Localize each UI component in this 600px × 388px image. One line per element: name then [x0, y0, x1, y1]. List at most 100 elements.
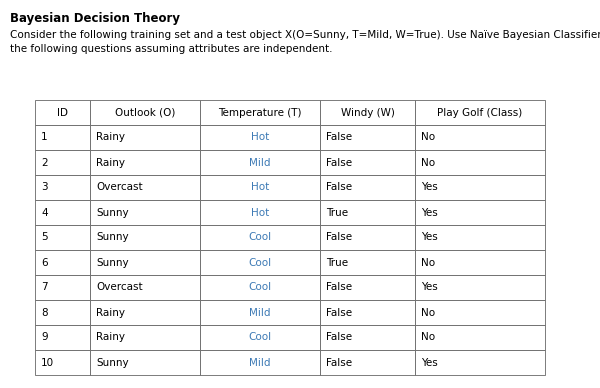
Bar [320, 100, 415, 125]
Text: No: No [421, 158, 435, 168]
Text: Yes: Yes [421, 182, 438, 192]
Bar [90, 300, 200, 325]
Bar [200, 125, 320, 150]
Bar [90, 350, 200, 375]
Bar [90, 150, 200, 175]
Bar [35, 350, 90, 375]
Text: Rainy: Rainy [96, 333, 125, 343]
Text: 7: 7 [41, 282, 47, 293]
Text: Bayesian Decision Theory: Bayesian Decision Theory [10, 12, 180, 25]
Bar [320, 200, 415, 225]
Bar [35, 175, 90, 200]
Bar [415, 225, 545, 250]
Text: 3: 3 [41, 182, 47, 192]
Text: Windy (W): Windy (W) [341, 107, 394, 118]
Text: Rainy: Rainy [96, 158, 125, 168]
Text: Cool: Cool [248, 258, 272, 267]
Bar [90, 225, 200, 250]
Text: Cool: Cool [248, 282, 272, 293]
Bar [35, 300, 90, 325]
Bar [320, 150, 415, 175]
Bar [90, 175, 200, 200]
Text: Yes: Yes [421, 232, 438, 242]
Bar [320, 350, 415, 375]
Bar [415, 150, 545, 175]
Text: No: No [421, 258, 435, 267]
Bar [320, 300, 415, 325]
Text: ID: ID [57, 107, 68, 118]
Bar [200, 175, 320, 200]
Text: No: No [421, 132, 435, 142]
Text: False: False [326, 308, 352, 317]
Text: 9: 9 [41, 333, 47, 343]
Text: No: No [421, 308, 435, 317]
Bar [415, 350, 545, 375]
Bar [90, 250, 200, 275]
Text: Rainy: Rainy [96, 308, 125, 317]
Text: False: False [326, 132, 352, 142]
Bar [90, 275, 200, 300]
Text: True: True [326, 208, 348, 218]
Bar [415, 175, 545, 200]
Text: Outlook (O): Outlook (O) [115, 107, 175, 118]
Text: Consider the following training set and a test object X(O=Sunny, T=Mild, W=True): Consider the following training set and … [10, 30, 600, 40]
Text: No: No [421, 333, 435, 343]
Bar [90, 200, 200, 225]
Bar [35, 200, 90, 225]
Bar [200, 300, 320, 325]
Bar [415, 200, 545, 225]
Text: 2: 2 [41, 158, 47, 168]
Bar [90, 100, 200, 125]
Text: False: False [326, 357, 352, 367]
Bar [200, 275, 320, 300]
Text: Hot: Hot [251, 208, 269, 218]
Text: Cool: Cool [248, 333, 272, 343]
Text: Temperature (T): Temperature (T) [218, 107, 302, 118]
Text: False: False [326, 282, 352, 293]
Text: False: False [326, 158, 352, 168]
Text: Play Golf (Class): Play Golf (Class) [437, 107, 523, 118]
Bar [200, 225, 320, 250]
Text: 6: 6 [41, 258, 47, 267]
Text: 4: 4 [41, 208, 47, 218]
Bar [200, 250, 320, 275]
Text: Overcast: Overcast [96, 182, 143, 192]
Text: Sunny: Sunny [96, 208, 128, 218]
Text: Hot: Hot [251, 132, 269, 142]
Text: Overcast: Overcast [96, 282, 143, 293]
Bar [35, 275, 90, 300]
Bar [320, 175, 415, 200]
Bar [320, 250, 415, 275]
Text: Sunny: Sunny [96, 258, 128, 267]
Text: 1: 1 [41, 132, 47, 142]
Bar [35, 150, 90, 175]
Bar [200, 100, 320, 125]
Text: the following questions assuming attributes are independent.: the following questions assuming attribu… [10, 44, 332, 54]
Bar [415, 325, 545, 350]
Bar [90, 125, 200, 150]
Bar [320, 225, 415, 250]
Text: 8: 8 [41, 308, 47, 317]
Bar [320, 275, 415, 300]
Text: Sunny: Sunny [96, 232, 128, 242]
Text: Mild: Mild [249, 308, 271, 317]
Text: Cool: Cool [248, 232, 272, 242]
Text: Yes: Yes [421, 357, 438, 367]
Bar [200, 200, 320, 225]
Bar [415, 275, 545, 300]
Text: False: False [326, 182, 352, 192]
Text: Yes: Yes [421, 282, 438, 293]
Bar [35, 100, 90, 125]
Text: Rainy: Rainy [96, 132, 125, 142]
Bar [35, 325, 90, 350]
Bar [200, 150, 320, 175]
Text: Mild: Mild [249, 158, 271, 168]
Text: Sunny: Sunny [96, 357, 128, 367]
Bar [415, 125, 545, 150]
Text: Yes: Yes [421, 208, 438, 218]
Text: Mild: Mild [249, 357, 271, 367]
Bar [200, 350, 320, 375]
Bar [35, 225, 90, 250]
Text: 5: 5 [41, 232, 47, 242]
Bar [320, 325, 415, 350]
